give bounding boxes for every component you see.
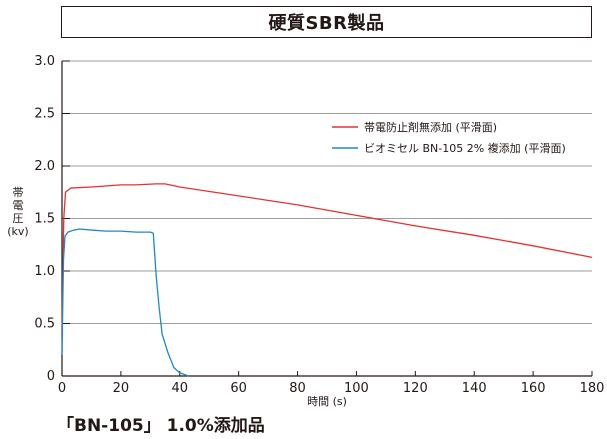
y-tick-label: 1.5	[34, 212, 55, 227]
x-tick-label: 80	[289, 381, 306, 396]
x-tick-label: 20	[113, 381, 130, 396]
x-tick-label: 100	[344, 381, 369, 396]
y-axis-label-part: 帯	[12, 186, 24, 199]
y-axis-label: 帯 電 圧 (kv)	[6, 186, 30, 238]
y-axis-label-part: 電	[12, 199, 24, 212]
x-tick-label: 0	[58, 381, 66, 396]
y-tick-label: 2.0	[34, 159, 55, 174]
y-axis-label-part: 圧	[12, 212, 24, 225]
y-tick-label: 0.5	[34, 317, 55, 332]
series-line-1	[61, 183, 593, 335]
x-tick-label: 60	[230, 381, 247, 396]
x-tick-label: 140	[462, 381, 487, 396]
chart-title-text: 硬質SBR製品	[268, 13, 385, 34]
y-tick-label: 2.5	[34, 107, 55, 122]
x-tick-label: 120	[403, 381, 428, 396]
chart-title: 硬質SBR製品	[61, 6, 592, 38]
y-axis-label-unit: (kv)	[7, 225, 29, 238]
y-tick-label: 1.0	[34, 264, 55, 279]
series-line-2	[61, 228, 189, 377]
product-caption: 「BN-105」 1.0%添加品	[57, 416, 265, 436]
y-tick-label: 0	[47, 369, 55, 384]
legend-label: ビオミセル BN-105 2% 複添加 (平滑面)	[364, 141, 566, 155]
y-tick-label: 3.0	[34, 54, 55, 69]
legend-label: 帯電防止剤無添加 (平滑面)	[364, 120, 497, 134]
x-tick-label: 180	[580, 381, 605, 396]
x-tick-label: 40	[172, 381, 189, 396]
x-tick-label: 160	[521, 381, 546, 396]
x-axis-label: 時間 (s)	[307, 395, 347, 408]
